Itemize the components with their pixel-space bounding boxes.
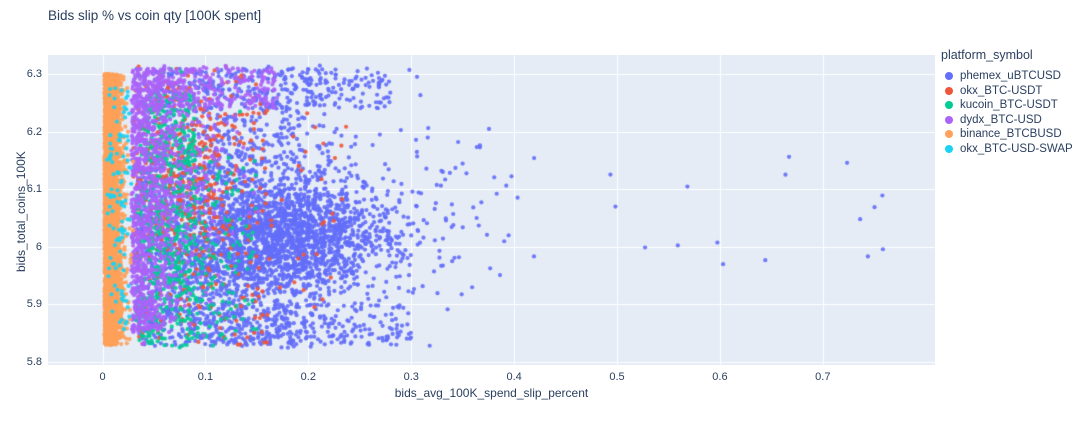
x-tick-label: 0.7 xyxy=(815,371,831,383)
legend-marker-icon xyxy=(945,115,953,124)
x-axis-label: bids_avg_100K_spend_slip_percent xyxy=(394,386,589,400)
legend-item-dydx_BTC-USD[interactable]: dydx_BTC-USD xyxy=(941,113,1077,128)
legend-item-label: kucoin_BTC-USDT xyxy=(960,99,1058,112)
y-tick-label: 5.9 xyxy=(26,298,42,311)
legend-marker-icon xyxy=(945,86,953,95)
legend-item-phemex_uBTCUSD[interactable]: phemex_uBTCUSD xyxy=(941,69,1077,84)
plot-area[interactable] xyxy=(48,55,935,365)
x-tick-label: 0.2 xyxy=(300,371,316,383)
legend-item-okx_BTC-USD-SWAP[interactable]: okx_BTC-USD-SWAP xyxy=(941,142,1077,157)
legend-item-okx_BTC-USDT[interactable]: okx_BTC-USDT xyxy=(941,84,1077,99)
x-tick-label: 0.5 xyxy=(609,371,625,383)
legend-marker-icon xyxy=(945,101,953,110)
legend-item-binance_BTCBUSD[interactable]: binance_BTCBUSD xyxy=(941,127,1077,142)
legend-items: phemex_uBTCUSD okx_BTC-USDT kucoin_BTC-USD… xyxy=(941,69,1077,156)
y-tick-label: 6.3 xyxy=(26,68,42,80)
legend-title: platform_symbol xyxy=(941,48,1033,62)
legend: platform_symbol phemex_uBTCUSD okx_BTC-US… xyxy=(941,48,1077,156)
x-tick-label: 0 xyxy=(99,371,106,383)
y-tick-label: 5.8 xyxy=(26,356,42,369)
x-tick-label: 0.1 xyxy=(197,371,214,383)
x-tick-label: 0.3 xyxy=(403,371,419,383)
legend-marker-icon xyxy=(945,130,953,139)
legend-marker-icon xyxy=(945,72,953,81)
x-tick-label: 0.4 xyxy=(506,371,522,383)
legend-item-label: binance_BTCBUSD xyxy=(960,128,1062,141)
legend-item-label: dydx_BTC-USD xyxy=(960,113,1042,126)
y-tick-label: 6.2 xyxy=(26,125,42,138)
legend-item-label: okx_BTC-USDT xyxy=(960,84,1043,97)
chart-title: Bids slip % vs coin qty [100K spent] xyxy=(48,8,262,23)
y-tick-label: 6.1 xyxy=(26,183,42,196)
legend-item-label: okx_BTC-USD-SWAP xyxy=(960,142,1073,155)
y-axis-label: bids_total_coins_100K xyxy=(14,151,28,272)
legend-item-kucoin_BTC-USDT[interactable]: kucoin_BTC-USDT xyxy=(941,98,1077,113)
x-tick-label: 0.6 xyxy=(712,371,728,383)
y-tick-label: 6 xyxy=(35,240,42,253)
legend-marker-icon xyxy=(945,144,953,153)
legend-item-label: phemex_uBTCUSD xyxy=(960,70,1061,83)
